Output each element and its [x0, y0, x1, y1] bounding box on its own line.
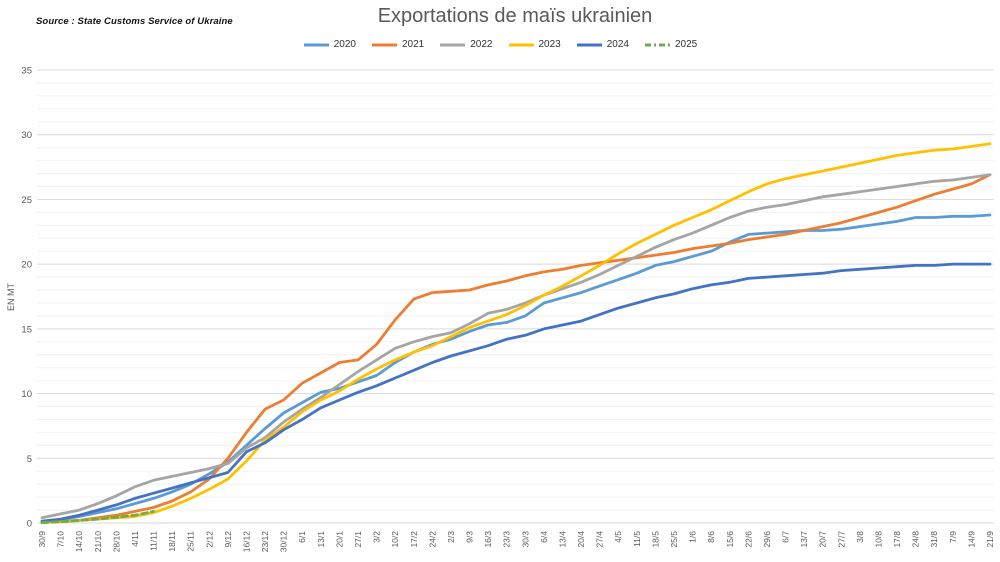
- y-tick-label: 35: [21, 66, 32, 77]
- legend-swatch-2025: [645, 43, 670, 46]
- legend-swatch-2021: [372, 43, 397, 46]
- series-line-2025: [40, 509, 155, 524]
- legend-label-2024: 2024: [606, 39, 629, 50]
- x-tick-label: 14/9: [966, 531, 976, 548]
- x-tick-label: 9/3: [465, 531, 475, 543]
- x-tick-label: 7/9: [948, 531, 958, 543]
- legend-item-2020: 2020: [303, 39, 356, 50]
- x-tick-label: 18/5: [650, 531, 660, 548]
- chart-title: Exportations de maïs ukrainien: [377, 5, 653, 27]
- x-tick-label: 20/7: [818, 531, 828, 548]
- x-tick-label: 17/8: [892, 531, 902, 548]
- x-tick-label: 22/6: [743, 531, 753, 548]
- x-tick-label: 28/10: [111, 531, 121, 553]
- x-tick-label: 21/9: [985, 531, 995, 548]
- y-axis-title: EN MT: [6, 283, 16, 312]
- x-tick-label: 20/1: [334, 531, 344, 548]
- x-tick-label: 11/5: [632, 531, 642, 547]
- y-tick-label: 10: [21, 389, 32, 400]
- x-tick-label: 24/2: [427, 531, 437, 548]
- legend-swatch-2020: [303, 43, 329, 46]
- x-tick-label: 8/6: [706, 531, 716, 543]
- x-tick-label: 6/1: [297, 531, 307, 543]
- x-tick-label: 13/4: [558, 531, 568, 548]
- y-tick-label: 5: [27, 454, 32, 465]
- series-line-2024: [40, 262, 992, 523]
- x-tick-label: 21/10: [93, 531, 103, 553]
- legend-swatch-2024: [576, 43, 602, 46]
- x-tick-label: 30/9: [37, 531, 47, 548]
- x-tick-label: 15/6: [725, 531, 735, 548]
- y-tick-label: 25: [21, 195, 32, 206]
- series-line-2023: [40, 142, 992, 525]
- legend-label-2023: 2023: [538, 39, 561, 50]
- x-tick-label: 14/10: [74, 531, 84, 553]
- x-tick-label: 3/2: [372, 531, 382, 543]
- legend-label-2021: 2021: [402, 39, 425, 50]
- y-tick-label: 20: [21, 260, 32, 271]
- x-tick-label: 10/2: [390, 531, 400, 548]
- series-line-2021: [40, 173, 992, 524]
- x-tick-label: 17/2: [409, 531, 419, 548]
- x-tick-label: 9/12: [223, 531, 233, 548]
- x-tick-label: 25/5: [669, 531, 679, 548]
- legend-item-2025: 2025: [644, 39, 697, 50]
- x-tick-label: 29/6: [762, 531, 772, 548]
- x-tick-label: 13/1: [316, 531, 326, 548]
- x-tick-label: 30/12: [279, 531, 289, 553]
- x-tick-label: 23/3: [502, 531, 512, 548]
- x-tick-label: 18/11: [167, 531, 177, 552]
- x-tick-label: 25/11: [186, 531, 196, 552]
- legend-item-2023: 2023: [508, 39, 561, 50]
- y-tick-label: 15: [21, 324, 32, 335]
- x-tick-label: 10/8: [874, 531, 884, 548]
- series-line-2022: [40, 173, 992, 520]
- legend-swatch-2022: [440, 43, 466, 46]
- y-tick-label: 0: [27, 519, 32, 530]
- legend-item-2022: 2022: [439, 39, 493, 50]
- x-tick-label: 6/4: [539, 531, 549, 543]
- x-tick-label: 27/1: [353, 531, 363, 548]
- x-tick-label: 16/12: [242, 531, 252, 553]
- x-tick-label: 16/3: [483, 531, 493, 548]
- legend-label-2022: 2022: [470, 39, 493, 50]
- x-tick-label: 23/12: [260, 531, 270, 553]
- legend-item-2024: 2024: [576, 39, 629, 50]
- x-tick-label: 11/11: [149, 531, 159, 551]
- legend: 2020 2021 2022 2023 2024 2025: [0, 39, 1000, 50]
- x-tick-label: 27/4: [595, 531, 605, 548]
- x-tick-label: 24/8: [911, 531, 921, 548]
- series-line-2020: [40, 213, 992, 524]
- x-tick-label: 13/7: [799, 531, 809, 548]
- x-tick-label: 2/12: [204, 531, 214, 548]
- source-note: Source : State Customs Service of Ukrain…: [36, 16, 233, 27]
- x-tick-label: 6/7: [781, 531, 791, 543]
- legend-label-2025: 2025: [675, 39, 698, 50]
- x-tick-label: 4/11: [130, 531, 140, 547]
- legend-label-2020: 2020: [333, 39, 356, 50]
- y-tick-label: 30: [21, 130, 32, 141]
- x-tick-label: 30/3: [520, 531, 530, 548]
- x-tick-label: 4/5: [613, 531, 623, 543]
- x-tick-label: 7/10: [56, 531, 66, 548]
- x-tick-label: 2/3: [446, 531, 456, 543]
- x-tick-label: 3/8: [855, 531, 865, 543]
- x-tick-label: 20/4: [576, 531, 586, 548]
- legend-swatch-2023: [508, 43, 534, 46]
- x-tick-label: 31/8: [929, 531, 939, 548]
- legend-item-2021: 2021: [371, 39, 424, 50]
- x-tick-label: 27/7: [836, 531, 846, 548]
- x-tick-label: 1/6: [688, 531, 698, 543]
